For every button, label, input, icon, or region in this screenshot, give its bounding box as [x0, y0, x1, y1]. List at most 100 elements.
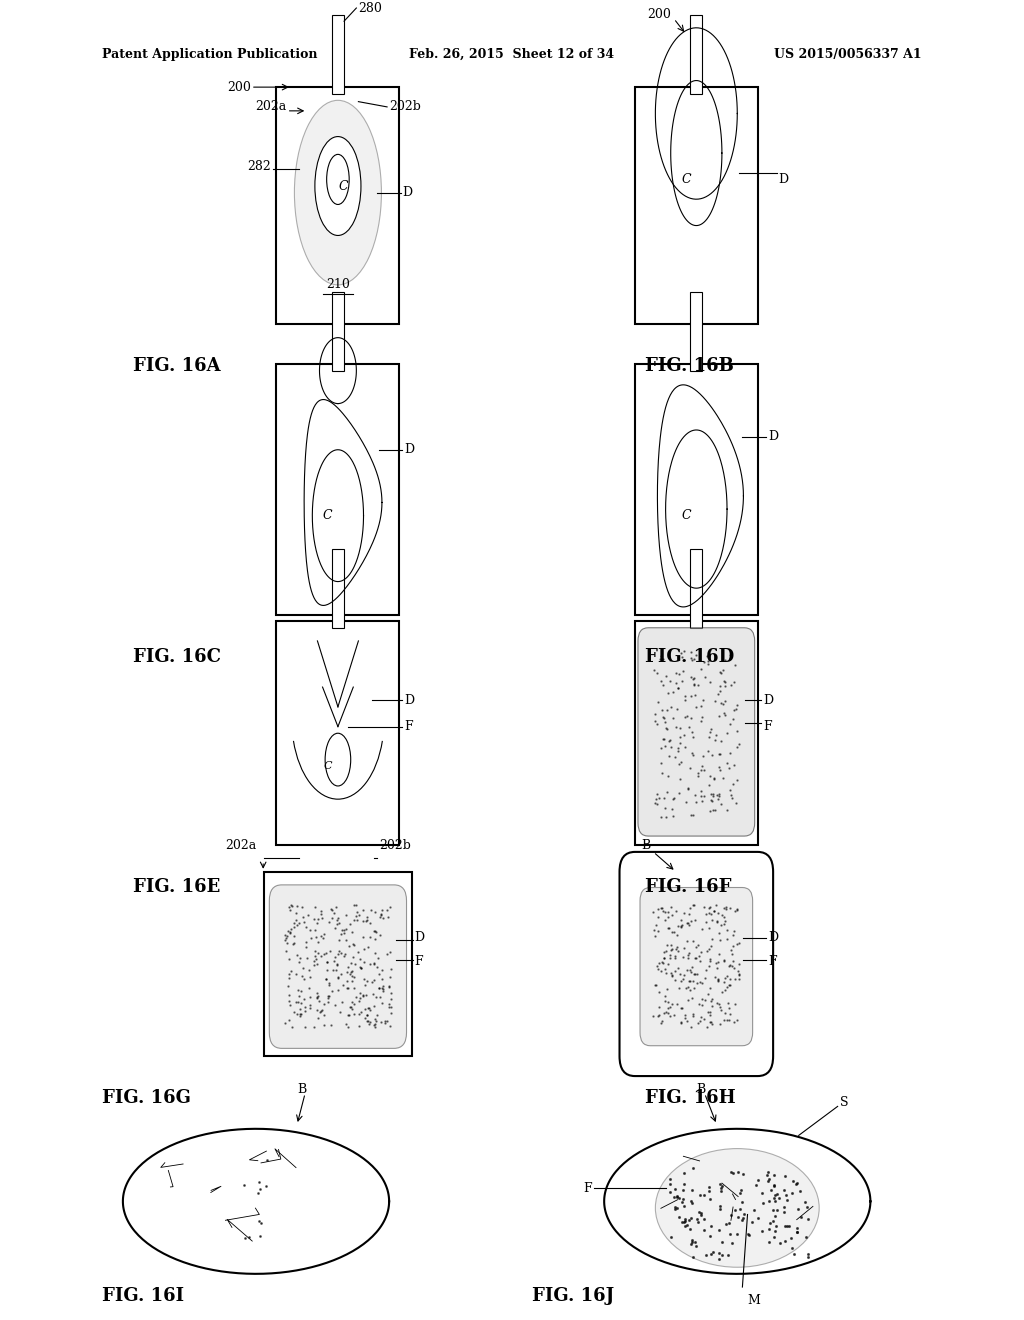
Point [383, 989, 399, 1010]
Point [784, 1170, 801, 1191]
Point [325, 908, 341, 929]
Ellipse shape [655, 1148, 819, 1267]
Bar [690, 15, 702, 94]
Point [711, 756, 727, 777]
FancyBboxPatch shape [269, 884, 407, 1048]
Point [669, 1197, 685, 1218]
Point [700, 903, 717, 924]
Point [666, 1005, 682, 1026]
Point [679, 1011, 695, 1032]
Ellipse shape [295, 100, 381, 285]
Point [355, 985, 372, 1006]
Point [655, 941, 672, 962]
Text: F: F [584, 1181, 592, 1195]
Point [714, 1245, 730, 1266]
Point [663, 940, 679, 961]
Point [361, 999, 378, 1020]
Point [307, 896, 324, 917]
Point [670, 741, 686, 762]
Point [677, 689, 693, 710]
Point [355, 927, 372, 948]
Point [377, 1011, 393, 1032]
Point [286, 925, 302, 946]
Point [711, 923, 727, 944]
Point [708, 800, 724, 821]
Point [374, 899, 390, 920]
Point [653, 763, 670, 784]
Point [280, 920, 296, 941]
Point [312, 925, 329, 946]
Point [340, 936, 356, 957]
Point [800, 1247, 816, 1269]
Point [750, 1170, 766, 1191]
Point [725, 709, 741, 730]
Point [702, 1011, 719, 1032]
Point [746, 1199, 763, 1220]
Point [728, 792, 744, 813]
Text: FIG. 16H: FIG. 16H [645, 1089, 736, 1107]
Point [647, 710, 664, 731]
Point [658, 935, 675, 956]
Point [674, 913, 690, 935]
Point [308, 953, 325, 974]
Point [664, 994, 680, 1015]
Point [723, 939, 739, 960]
Point [652, 1012, 669, 1034]
Point [665, 788, 681, 809]
Point [373, 1011, 389, 1032]
Point [301, 920, 317, 941]
Point [318, 942, 335, 964]
Point [656, 958, 673, 979]
Point [676, 1212, 692, 1233]
Point [723, 1205, 739, 1226]
Point [380, 906, 396, 927]
Point [309, 987, 326, 1008]
Point [683, 686, 699, 708]
Point [657, 985, 674, 1006]
Point [282, 921, 298, 942]
Point [684, 742, 700, 763]
Point [783, 1237, 800, 1258]
Point [701, 1011, 718, 1032]
Point [293, 993, 309, 1014]
Point [361, 927, 378, 948]
Point [675, 661, 691, 682]
Point [703, 989, 720, 1010]
Point [676, 725, 692, 746]
Point [709, 991, 725, 1012]
Point [694, 919, 711, 940]
Point [707, 729, 723, 750]
Point [701, 898, 718, 919]
Point [762, 1212, 778, 1233]
Text: F: F [763, 721, 771, 733]
Point [330, 908, 346, 929]
Point [674, 997, 690, 1018]
Point [703, 928, 720, 949]
Point [675, 1173, 691, 1195]
Point [699, 1016, 716, 1038]
Point [784, 1183, 801, 1204]
Point [340, 1005, 356, 1026]
Point [701, 896, 718, 917]
Point [696, 1220, 713, 1241]
Point [319, 987, 336, 1008]
Point [282, 899, 298, 920]
Point [729, 899, 745, 920]
Point [657, 990, 674, 1011]
Point [308, 999, 325, 1020]
Text: C: C [324, 762, 332, 771]
Point [740, 1224, 757, 1245]
Text: FIG. 16I: FIG. 16I [102, 1287, 184, 1305]
Point [767, 1191, 783, 1212]
Point [657, 735, 674, 756]
Point [659, 953, 676, 974]
Point [726, 957, 742, 978]
Point [697, 960, 714, 981]
Point [658, 978, 675, 999]
Point [718, 899, 734, 920]
Point [671, 754, 687, 775]
Point [662, 944, 678, 965]
Point [344, 998, 360, 1019]
Point [717, 968, 733, 989]
Point [680, 977, 696, 998]
